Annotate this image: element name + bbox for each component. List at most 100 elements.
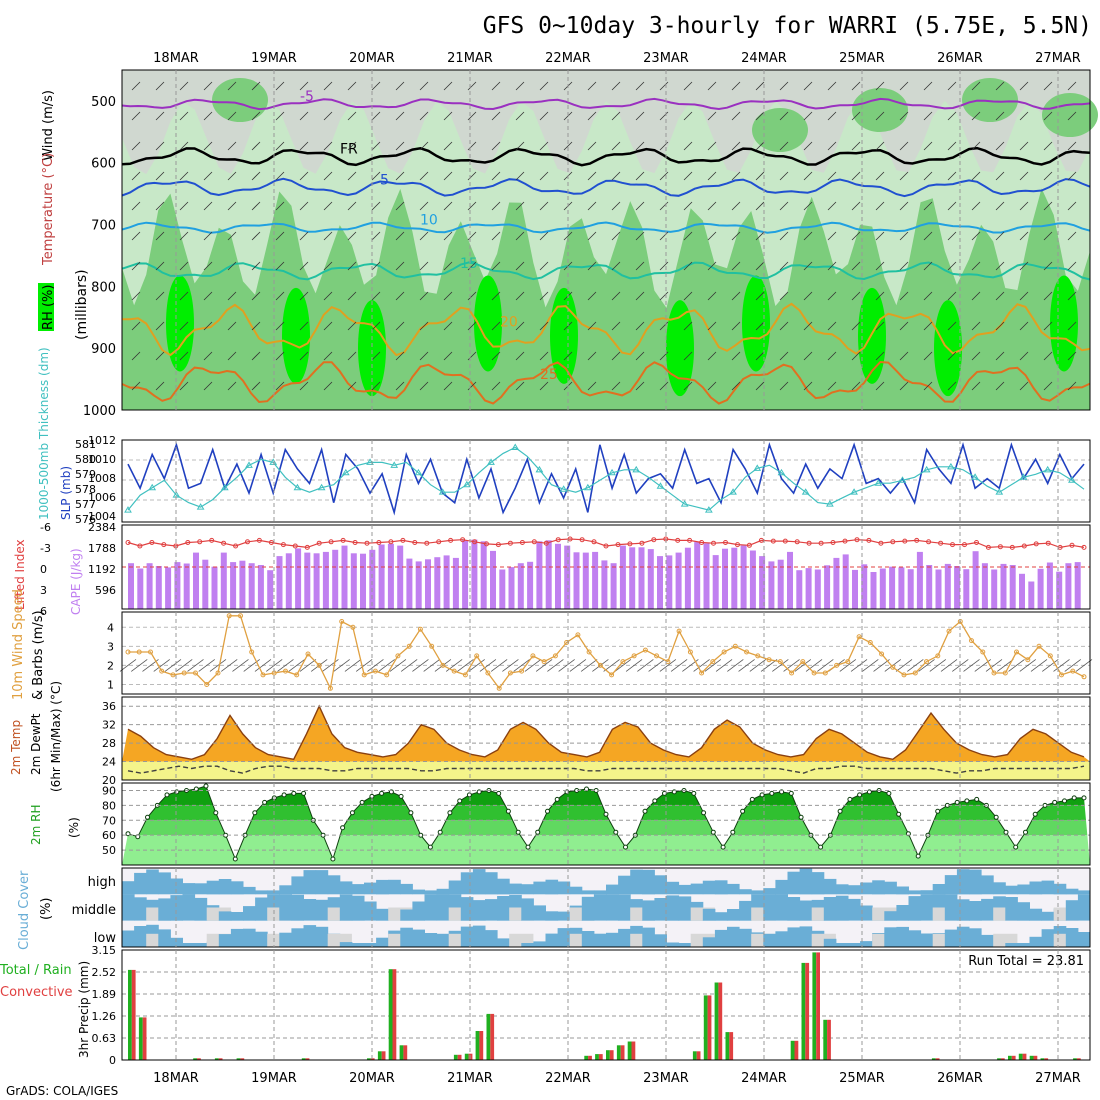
wind-barb <box>1067 111 1077 121</box>
cloud-bar <box>472 869 486 895</box>
cloud-level-label: low <box>94 931 117 946</box>
rh-marker <box>623 844 628 850</box>
cape-bar <box>898 567 905 609</box>
wind-barb <box>275 381 285 391</box>
wind-barb <box>419 111 429 121</box>
wind-barb <box>251 201 261 211</box>
rh-tick: 60 <box>102 829 116 842</box>
precip-conv-bar <box>403 1045 408 1060</box>
wind-marker <box>429 643 435 649</box>
lifted-marker <box>1045 540 1051 546</box>
wind-barb <box>635 291 645 301</box>
wind-barb <box>419 351 429 361</box>
cloud-ylabel-1: Cloud Cover <box>17 870 32 950</box>
surface-barb <box>333 659 350 672</box>
precip-frame <box>121 949 1091 1061</box>
cape-bar <box>248 563 255 609</box>
cloud-bar <box>908 890 922 895</box>
precip-conv-bar <box>794 1040 799 1060</box>
wind-barb <box>275 171 285 181</box>
wind-barb <box>587 111 597 121</box>
wind-barb <box>611 351 621 361</box>
wind-barb <box>227 291 237 301</box>
cloud-bar <box>339 894 353 921</box>
cloud-bar <box>436 888 450 895</box>
wind-marker <box>879 651 885 657</box>
thickness-marker <box>947 462 955 470</box>
surface-barb <box>907 659 924 672</box>
cape-bar <box>183 563 190 609</box>
cape-bar <box>220 552 227 609</box>
cloud-bar <box>860 941 873 947</box>
wind-barb <box>131 141 141 151</box>
cloud-bar <box>533 905 546 921</box>
wind-barb <box>659 141 669 151</box>
surface-barb <box>918 659 935 672</box>
wind-barb <box>707 291 717 301</box>
wind-marker <box>845 659 851 665</box>
wind-barb <box>179 111 189 121</box>
cloud-bar <box>1017 943 1030 947</box>
rh-marker <box>213 810 219 816</box>
rh-ylabel-2: (%) <box>67 817 81 838</box>
cape-tick: 2384 <box>88 521 116 534</box>
wind-marker <box>170 672 176 678</box>
wind-barb <box>1019 321 1029 331</box>
cloud-bar <box>835 895 849 921</box>
cloud-bar <box>424 890 438 895</box>
surface-barb <box>783 659 800 672</box>
cloud-bar <box>618 894 631 921</box>
cloud-bar <box>642 869 655 895</box>
cloud-bar <box>230 912 244 921</box>
precip-total-bar <box>997 1058 1001 1060</box>
wind-barb <box>539 351 549 361</box>
wind-barb <box>227 381 237 391</box>
wind-barb <box>227 321 237 331</box>
wind-marker <box>811 670 817 676</box>
rh-marker <box>749 796 755 802</box>
lifted-marker <box>962 542 967 548</box>
wind-barb <box>251 171 261 181</box>
wind-marker <box>496 685 502 691</box>
cloud-bar <box>908 896 922 921</box>
wind-barb <box>659 231 669 241</box>
wind-barb <box>707 351 717 361</box>
cape-bar <box>675 552 682 609</box>
wind-barb <box>1043 381 1053 391</box>
rh-marker <box>1071 795 1077 801</box>
surface-barb <box>355 659 373 672</box>
wind-barb <box>947 351 957 361</box>
cloud-bar <box>956 926 970 947</box>
surface-barb <box>1075 659 1093 672</box>
rh-marker <box>301 790 307 796</box>
cape-bar <box>722 548 728 609</box>
precip-conv-bar <box>490 1013 495 1060</box>
rh-upper-patch <box>852 88 908 132</box>
temp-tick: 28 <box>102 737 116 750</box>
wind-marker <box>350 624 356 630</box>
wind-barb <box>755 321 765 331</box>
wind-barb <box>539 201 549 211</box>
cloud-bar <box>243 886 256 895</box>
lifted-marker <box>340 537 346 543</box>
wind-barb <box>851 321 861 331</box>
precip-total-bar <box>714 982 719 1060</box>
cloud-bar <box>787 871 801 895</box>
lifted-marker <box>221 540 227 546</box>
isotherm-line <box>121 177 1091 198</box>
cloud-bar <box>908 930 922 947</box>
cape-bar <box>694 542 701 609</box>
wind-barb <box>971 351 981 361</box>
rh-marker <box>847 796 853 802</box>
cloud-bar <box>1017 902 1030 921</box>
cape-bar <box>462 540 469 609</box>
day-label-top: 24MAR <box>741 51 787 66</box>
wind-barb <box>323 321 333 331</box>
lifted-marker <box>890 539 896 545</box>
lifted-marker <box>531 539 537 545</box>
cloud-bar <box>1029 936 1043 947</box>
cloud-bar <box>279 932 292 947</box>
precip-conv-bar <box>631 1041 636 1060</box>
wind-marker <box>912 670 918 676</box>
cloud-bar <box>460 897 474 921</box>
